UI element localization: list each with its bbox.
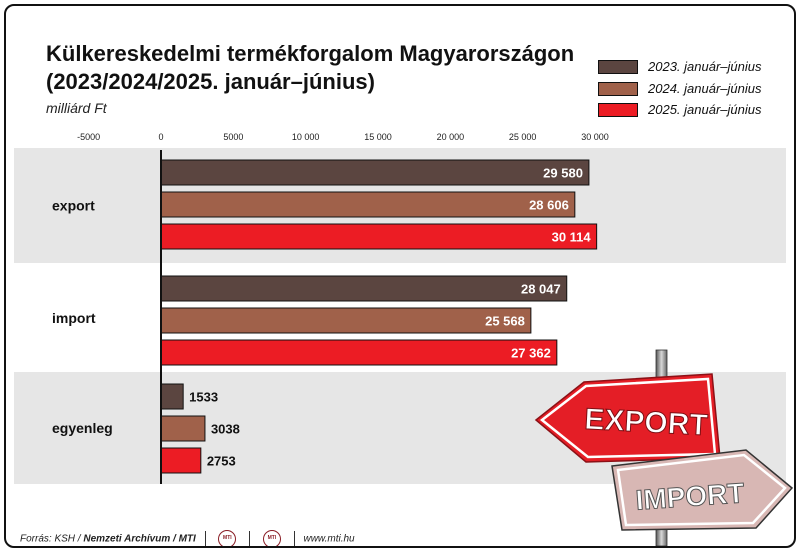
data-label: 25 568 [485,314,525,329]
chart-title-line-2: (2023/2024/2025. január–június) [46,69,375,94]
legend-swatch-2025 [598,103,638,117]
data-label: 1533 [189,390,218,405]
bar-egyenleg-2025 [160,447,202,474]
infographic-frame: Külkereskedelmi termékforgalom Magyarors… [4,4,796,548]
legend-swatch-2023 [598,60,638,74]
source-prefix: Forrás: KSH / [20,533,81,545]
bar-export-2025 [160,223,598,250]
x-tick-label: 15 000 [364,132,392,142]
x-tick-label: 30 000 [581,132,609,142]
x-tick-label: 5000 [223,132,243,142]
x-tick-label: 20 000 [437,132,465,142]
export-sign-text: EXPORT [584,403,709,442]
bar-import-2024 [160,307,532,334]
chart-title-line-1: Külkereskedelmi termékforgalom Magyarors… [46,41,575,66]
data-label: 29 580 [543,166,583,181]
bar-export-2024 [160,191,576,218]
data-label: 2753 [207,454,236,469]
export-sign-board [534,373,721,463]
website-link[interactable]: www.mti.hu [303,533,355,545]
mti-logo-icon: MTI [262,530,281,546]
data-label: 30 114 [552,230,592,245]
x-tick-label: 25 000 [509,132,537,142]
footer-divider [204,531,206,546]
legend-swatch-2024 [598,82,638,96]
unit-label: milliárd Ft [46,100,107,116]
chart-title: Külkereskedelmi termékforgalom Magyarors… [46,40,574,96]
legend-label-2024: 2024. január–június [648,81,762,96]
footer: Forrás: KSH / Nemzeti Archívum / MTI MTI… [20,530,355,546]
bar-export-2023 [160,159,590,186]
data-label: 27 362 [511,346,551,361]
footer-divider [249,531,251,546]
import-sign-board [611,449,794,531]
category-label-import: import [52,310,96,326]
bar-egyenleg-2023 [160,383,184,410]
data-label: 3038 [211,422,240,437]
data-label: 28 606 [529,198,569,213]
data-label: 28 047 [521,282,561,297]
x-tick-label: 10 000 [292,132,320,142]
source-bold: Nemzeti Archívum / MTI [83,533,196,545]
bar-chart: -5000 0 5000 10 000 15 000 20 000 25 000 30 000… [14,132,794,546]
legend-label-2023: 2023. január–június [648,59,762,74]
footer-divider [293,531,295,546]
bar-import-2025 [160,339,558,366]
bar-egyenleg-2024 [160,415,206,442]
x-tick-label: 0 [158,132,163,142]
bar-import-2023 [160,275,568,302]
category-label-egyenleg: egyenleg [52,420,113,436]
x-tick-label: -5000 [77,132,100,142]
signpost-illustration: EXPORT IMPORT [534,349,794,546]
mti-logo-icon: MTI [218,530,237,546]
category-label-export: export [52,198,95,214]
legend-label-2025: 2025. január–június [648,102,762,117]
